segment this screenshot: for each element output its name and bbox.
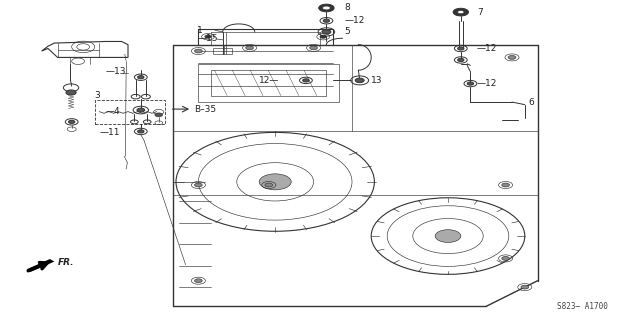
Text: —13: —13 xyxy=(106,67,126,76)
Circle shape xyxy=(205,35,211,38)
Text: 3: 3 xyxy=(95,91,100,100)
Circle shape xyxy=(68,120,75,123)
Circle shape xyxy=(195,183,202,187)
Text: 13: 13 xyxy=(371,76,383,85)
Circle shape xyxy=(137,108,145,112)
Circle shape xyxy=(435,230,461,242)
Circle shape xyxy=(138,76,144,79)
Circle shape xyxy=(138,130,144,133)
Text: 1: 1 xyxy=(197,26,203,35)
Circle shape xyxy=(453,8,468,16)
Circle shape xyxy=(322,30,331,34)
Circle shape xyxy=(355,78,364,83)
Bar xyxy=(198,64,339,102)
Text: —12: —12 xyxy=(477,44,497,53)
Text: S823– A1700: S823– A1700 xyxy=(557,302,607,311)
Circle shape xyxy=(467,82,474,85)
Circle shape xyxy=(66,90,76,95)
Circle shape xyxy=(246,46,253,50)
Bar xyxy=(213,48,232,54)
Circle shape xyxy=(265,183,273,187)
Text: —11: —11 xyxy=(99,128,120,137)
Bar xyxy=(211,70,326,96)
Circle shape xyxy=(521,285,529,289)
Text: 8: 8 xyxy=(344,3,350,11)
Bar xyxy=(95,100,165,124)
Text: —4: —4 xyxy=(106,107,120,115)
Circle shape xyxy=(155,113,163,117)
Circle shape xyxy=(195,279,202,283)
Circle shape xyxy=(320,35,326,38)
Circle shape xyxy=(458,11,464,14)
Text: —15: —15 xyxy=(197,34,218,43)
Circle shape xyxy=(502,183,509,187)
Circle shape xyxy=(323,19,330,22)
Text: —12: —12 xyxy=(477,79,497,88)
Text: 6: 6 xyxy=(528,98,534,107)
Circle shape xyxy=(458,58,464,62)
Circle shape xyxy=(458,47,464,50)
Circle shape xyxy=(323,6,330,10)
Circle shape xyxy=(508,56,516,59)
Circle shape xyxy=(259,174,291,190)
Text: FR.: FR. xyxy=(58,258,74,267)
Text: 12—: 12— xyxy=(259,76,280,85)
Text: —12: —12 xyxy=(344,16,365,25)
Text: B–35: B–35 xyxy=(195,105,217,114)
Circle shape xyxy=(319,4,334,12)
Circle shape xyxy=(303,79,309,82)
Text: 7: 7 xyxy=(477,8,483,17)
Circle shape xyxy=(502,256,509,260)
Text: 5: 5 xyxy=(344,27,350,36)
Circle shape xyxy=(310,46,317,50)
Circle shape xyxy=(195,49,202,53)
Polygon shape xyxy=(27,259,54,272)
